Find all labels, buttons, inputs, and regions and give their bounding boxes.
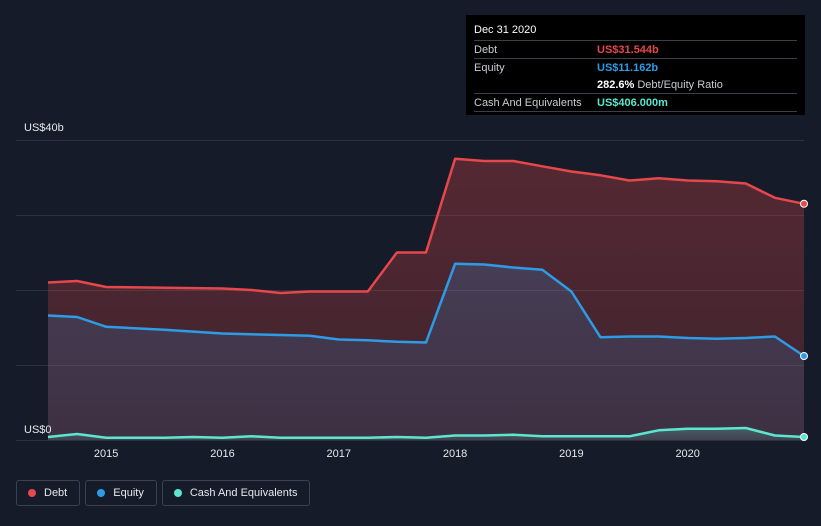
legend-item-equity[interactable]: Equity <box>85 480 157 506</box>
tooltip-equity-label: Equity <box>474 61 505 74</box>
cash-line <box>47 426 805 440</box>
legend-cash-label: Cash And Equivalents <box>189 487 298 499</box>
debt-line <box>47 157 805 295</box>
legend-item-debt[interactable]: Debt <box>16 480 81 506</box>
x-tick-label: 2016 <box>210 448 234 460</box>
debt-dot-icon <box>28 489 36 497</box>
tooltip-panel: Dec 31 2020 Debt US$31.544b Equity US$11… <box>466 15 805 115</box>
legend: Debt Equity Cash And Equivalents <box>16 480 311 506</box>
tooltip-cash-row: Cash And Equivalents US$406.000m <box>474 93 797 112</box>
axis-labels: US$40b US$0 2015 2016 2017 2018 2019 2020 <box>24 122 700 460</box>
tooltip-equity-value: US$11.162b <box>597 61 659 74</box>
tooltip-cash-label: Cash And Equivalents <box>474 96 582 109</box>
equity-line <box>47 262 805 358</box>
x-tick-label: 2020 <box>675 448 699 460</box>
debt-end-marker <box>800 199 808 208</box>
tooltip-ratio-value: 282.6% <box>597 78 635 91</box>
equity-dot-icon <box>97 489 106 497</box>
legend-debt-label: Debt <box>44 487 68 499</box>
tooltip-debt-value: US$31.544b <box>597 43 659 56</box>
y-tick-label: US$40b <box>24 122 64 134</box>
x-tick-label: 2017 <box>327 448 351 460</box>
legend-item-cash[interactable]: Cash And Equivalents <box>161 480 311 506</box>
tooltip-debt-label: Debt <box>474 43 498 56</box>
cash-end-marker <box>800 433 808 441</box>
x-tick-label: 2018 <box>443 448 467 460</box>
series-areas <box>48 158 804 441</box>
tooltip-cash-value: US$406.000m <box>597 96 668 109</box>
equity-area <box>48 263 804 440</box>
cash-dot-icon <box>173 489 182 497</box>
tooltip-ratio-label: Debt/Equity Ratio <box>637 78 723 91</box>
tooltip-debt-row: Debt US$31.544b <box>474 40 797 58</box>
x-tick-label: 2019 <box>559 448 583 460</box>
series-lines <box>47 157 808 441</box>
y-tick-label: US$0 <box>24 424 52 436</box>
x-tick-label: 2015 <box>94 448 118 460</box>
tooltip-ratio-row: 282.6% Debt/Equity Ratio <box>474 76 797 93</box>
tooltip-date: Dec 31 2020 <box>474 24 537 36</box>
equity-end-marker <box>800 352 808 360</box>
tooltip-equity-row: Equity US$11.162b <box>474 58 797 76</box>
legend-equity-label: Equity <box>113 487 144 499</box>
